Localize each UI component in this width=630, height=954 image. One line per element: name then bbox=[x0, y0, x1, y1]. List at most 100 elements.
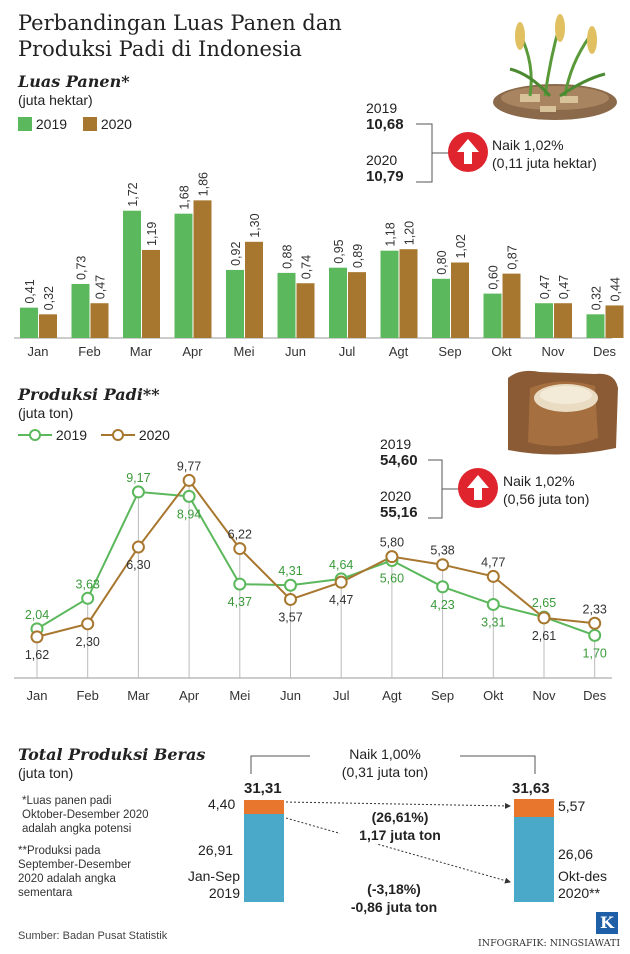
rice-right-period-line-1: Okt-des bbox=[558, 868, 608, 884]
production-line-chart: Jan Feb Mar Apr Mei Jun Jul Agt Sep Okt Nov Des 2,04… bbox=[14, 459, 612, 703]
bar-2019-mei bbox=[226, 269, 244, 338]
bar-2020-jun bbox=[296, 283, 315, 338]
line-label-2019-nov: 2,65 bbox=[532, 596, 556, 610]
line-xtick-des: Des bbox=[583, 688, 607, 703]
rice-left-segment-okt-des bbox=[244, 799, 284, 814]
bar-2019-mar bbox=[123, 210, 141, 338]
bar-2019-agt bbox=[380, 250, 399, 338]
rice-title: Total Produksi Beras bbox=[18, 745, 206, 764]
bar-xtick-sep: Sep bbox=[438, 344, 461, 359]
bar-label-2019-sep: 0,80 bbox=[435, 250, 449, 274]
rice-jan-sep-change-pct: (-3,18%) bbox=[367, 881, 421, 897]
kompas-logo-icon: K bbox=[596, 912, 618, 934]
line-point-2019-okt bbox=[486, 597, 500, 611]
line-point-2019-feb bbox=[81, 591, 95, 605]
rice-sack-illustration bbox=[508, 370, 618, 455]
rice-unit: (juta ton) bbox=[18, 765, 74, 781]
line-point-2020-agt bbox=[385, 550, 399, 564]
harvest-bracket bbox=[416, 123, 450, 183]
bar-label-2020-mar: 1,19 bbox=[145, 222, 159, 246]
rice-right-period-line-2: 2020** bbox=[558, 885, 601, 901]
line-label-2020-jan: 1,62 bbox=[25, 648, 49, 662]
rice-change: Naik 1,00% (0,31 juta ton) bbox=[310, 745, 460, 781]
rice-left-segment-jan-sep bbox=[244, 814, 284, 902]
production-change: Naik 1,02% (0,56 juta ton) bbox=[503, 472, 589, 508]
footnote-1-line-1: *Luas panen padi bbox=[22, 795, 112, 807]
bar-2019-feb bbox=[71, 283, 90, 338]
line-label-2020-jul: 4,47 bbox=[329, 593, 353, 607]
harvest-unit: (juta hektar) bbox=[18, 92, 93, 108]
bar-label-2019-feb: 0,73 bbox=[75, 256, 89, 280]
bar-2020-apr bbox=[193, 200, 212, 338]
line-label-2020-sep: 5,38 bbox=[430, 544, 454, 558]
production-total-2020-year: 2020 bbox=[380, 488, 412, 504]
line-label-2020-agt: 5,80 bbox=[380, 536, 404, 550]
line-series-2019 bbox=[36, 490, 596, 637]
harvest-title: Luas Panen* bbox=[18, 72, 130, 91]
line-label-2020-des: 2,33 bbox=[583, 602, 607, 616]
production-total-2020: 2020 55,16 bbox=[380, 488, 418, 521]
legend-line-2020 bbox=[100, 429, 135, 441]
bar-label-2020-sep: 1,02 bbox=[454, 234, 468, 258]
page-title: Perbandingan Luas Panen dan Produksi Pad… bbox=[18, 10, 348, 62]
harvest-total-2019: 2019 10,68 bbox=[366, 100, 404, 133]
line-label-2019-apr: 8,94 bbox=[177, 507, 201, 521]
line-label-2020-okt: 4,77 bbox=[481, 555, 505, 569]
footnote-1: *Luas panen padi Oktober-Desember 2020 a… bbox=[22, 794, 182, 836]
line-xtick-jun: Jun bbox=[280, 688, 301, 703]
line-label-2020-feb: 2,30 bbox=[76, 635, 100, 649]
bar-label-2020-des: 0,44 bbox=[609, 277, 623, 301]
line-xtick-apr: Apr bbox=[179, 688, 200, 703]
line-xtick-okt: Okt bbox=[483, 688, 504, 703]
line-label-2020-nov: 2,61 bbox=[532, 629, 556, 643]
line-xtick-nov: Nov bbox=[532, 688, 556, 703]
bar-label-2020-apr: 1,86 bbox=[197, 172, 211, 196]
footnote-1-line-2: Oktober-Desember 2020 bbox=[22, 809, 149, 821]
line-point-2020-jun bbox=[284, 592, 297, 606]
bar-2020-des bbox=[605, 305, 624, 338]
line-label-2020-mar: 6,30 bbox=[126, 558, 150, 572]
rice-connector-arrows bbox=[285, 801, 511, 884]
line-point-2020-mei bbox=[233, 542, 247, 556]
bar-2020-jul bbox=[348, 272, 366, 338]
harvest-total-2020-year: 2020 bbox=[366, 152, 398, 168]
rice-right-top-value: 5,57 bbox=[558, 798, 586, 814]
bar-label-2020-nov: 0,47 bbox=[557, 275, 571, 299]
bar-2020-mei bbox=[245, 241, 263, 338]
harvest-legend: 2019 2020 bbox=[18, 116, 132, 132]
line-label-2019-mar: 9,17 bbox=[126, 471, 150, 485]
bar-label-2019-jul: 0,95 bbox=[332, 239, 346, 263]
harvest-total-2020: 2020 10,79 bbox=[366, 152, 404, 185]
rice-left-period-line-1: Jan-Sep bbox=[187, 868, 240, 884]
legend-label-2019: 2019 bbox=[35, 116, 68, 132]
footnote-2-line-2: September-Desember bbox=[18, 859, 132, 871]
line-label-2020-apr: 9,77 bbox=[177, 459, 201, 473]
rice-okt-des-change-abs: 1,17 juta ton bbox=[359, 827, 441, 843]
bar-2020-agt bbox=[399, 249, 418, 338]
bar-xtick-okt: Okt bbox=[491, 344, 512, 359]
rice-left-top-value: 4,40 bbox=[208, 796, 236, 812]
legend-swatch-2019 bbox=[18, 117, 32, 131]
production-unit: (juta ton) bbox=[18, 405, 74, 421]
rice-okt-des-change-pct: (26,61%) bbox=[371, 809, 429, 825]
line-label-2020-jun: 3,57 bbox=[278, 610, 302, 624]
harvest-total-2019-value: 10,68 bbox=[366, 116, 404, 133]
footnote-2-line-3: 2020 adalah angka bbox=[18, 873, 116, 885]
bar-xtick-jan: Jan bbox=[28, 344, 49, 359]
footnote-2: **Produksi pada September-Desember 2020 … bbox=[18, 844, 178, 900]
rice-right-period: Okt-des 2020** bbox=[558, 868, 607, 902]
line-point-2020-jul bbox=[334, 575, 348, 589]
bar-2020-feb bbox=[90, 303, 109, 338]
harvest-total-2019-year: 2019 bbox=[366, 100, 398, 116]
line-xtick-sep: Sep bbox=[431, 688, 454, 703]
line-label-2019-jan: 2,04 bbox=[25, 608, 49, 622]
bar-xtick-agt: Agt bbox=[389, 344, 409, 359]
bar-xtick-jun: Jun bbox=[285, 344, 306, 359]
production-change-pct: Naik 1,02% bbox=[503, 473, 575, 489]
legend-label-prod-2020: 2020 bbox=[138, 427, 170, 443]
bar-label-2019-agt: 1,18 bbox=[384, 222, 398, 246]
production-legend: 2019 2020 bbox=[18, 427, 170, 443]
bar-label-2020-mei: 1,30 bbox=[248, 213, 262, 237]
line-xtick-feb: Feb bbox=[76, 688, 98, 703]
